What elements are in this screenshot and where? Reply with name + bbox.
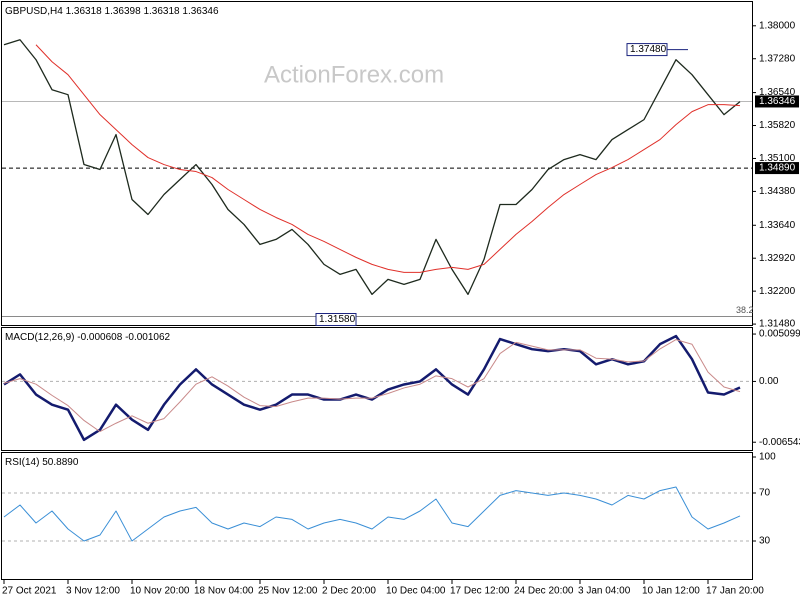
y-tick-label: 1.38000: [759, 20, 796, 31]
x-tick-label: 10 Dec 04:00: [386, 586, 446, 597]
x-tick-label: 27 Oct 2021: [2, 586, 57, 597]
x-tick-label: 17 Jan 20:00: [706, 586, 764, 597]
x-tick-label: 3 Jan 04:00: [578, 586, 631, 597]
y-tick-label: 1.35820: [759, 120, 796, 131]
series-line: [3, 39, 741, 295]
low-label: 1.31580: [319, 314, 356, 325]
macd-reading: -0.000608: [77, 332, 122, 343]
rsi-title: RSI(14): [5, 457, 39, 468]
symbol: GBPUSD,H4: [5, 6, 63, 17]
rsi-header: RSI(14) 50.8890: [5, 457, 79, 468]
price-header: GBPUSD,H4 1.36318 1.36398 1.36318 1.3634…: [5, 6, 219, 17]
y-tick-label: 100: [759, 452, 776, 463]
y-tick-label: -0.006543: [759, 437, 800, 448]
y-tick-label: 0.00: [759, 376, 779, 387]
x-tick-label: 17 Dec 12:00: [450, 586, 510, 597]
rsi-panel: [1, 452, 753, 580]
y-tick-label: 1.35100: [759, 153, 796, 164]
price-tag-label: 1.36346: [759, 96, 796, 107]
y-tick-label: 0.005099: [759, 329, 800, 340]
x-tick-label: 10 Jan 12:00: [642, 586, 700, 597]
price-panel: [1, 1, 753, 326]
macd-title: MACD(12,26,9): [5, 332, 74, 343]
low-box: [315, 313, 357, 327]
fib-label: 38.2: [736, 305, 754, 315]
y-tick-label: 30: [759, 536, 771, 547]
quote-low: 1.36318: [143, 6, 180, 17]
signal-reading: -0.001062: [125, 332, 170, 343]
high-label: 1.37480: [630, 44, 667, 55]
y-tick-label: 1.31480: [759, 319, 796, 330]
y-tick-label: 1.32200: [759, 286, 796, 297]
x-tick-label: 3 Nov 12:00: [66, 586, 120, 597]
macd-panel: [1, 327, 753, 451]
price-tag: [755, 95, 799, 108]
series-line: [3, 339, 741, 433]
y-tick-label: 1.36540: [759, 87, 796, 98]
y-tick-label: 1.34380: [759, 186, 796, 197]
x-tick-label: 25 Nov 12:00: [258, 586, 318, 597]
quote-close: 1.36346: [182, 6, 219, 17]
price-tag-label: 1.34890: [759, 163, 796, 174]
y-tick-label: 1.37280: [759, 53, 796, 64]
series-line: [3, 334, 741, 442]
y-tick-label: 70: [759, 488, 771, 499]
x-tick-label: 2 Dec 20:00: [322, 586, 376, 597]
x-tick-label: 10 Nov 20:00: [130, 586, 190, 597]
y-tick-label: 1.32920: [759, 253, 796, 264]
macd-header: MACD(12,26,9) -0.000608 -0.001062: [5, 332, 171, 343]
x-tick-label: 24 Dec 20:00: [514, 586, 574, 597]
rsi-reading: 50.8890: [42, 457, 79, 468]
series-line: [35, 44, 741, 273]
quote-high: 1.36398: [105, 6, 142, 17]
watermark: ActionForex.com: [264, 61, 444, 88]
quote-open: 1.36318: [66, 6, 103, 17]
price-tag: [755, 162, 799, 175]
y-tick-label: 1.33640: [759, 220, 796, 231]
x-tick-label: 18 Nov 04:00: [194, 586, 254, 597]
series-line: [3, 486, 741, 542]
